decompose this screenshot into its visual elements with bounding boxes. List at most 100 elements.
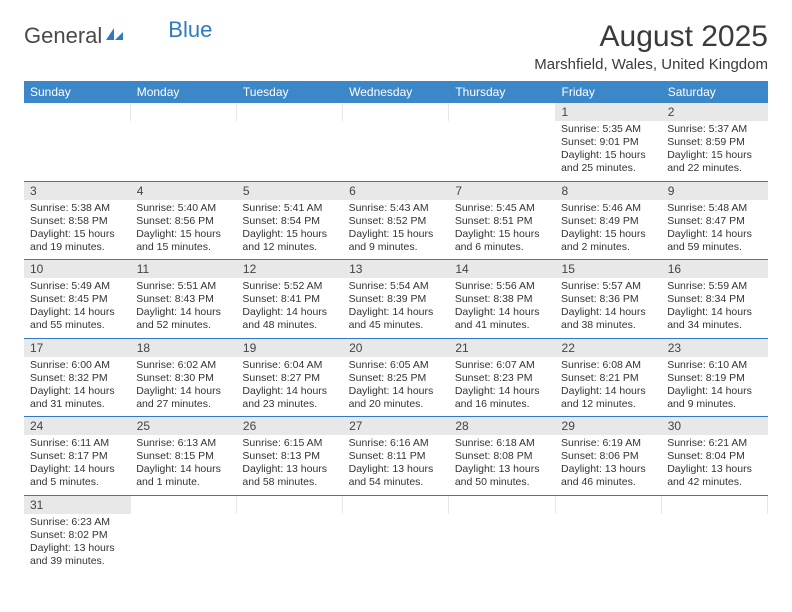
day-data-cell: Sunrise: 5:41 AMSunset: 8:54 PMDaylight:… — [236, 200, 342, 260]
day-day1: Daylight: 15 hours — [30, 228, 124, 241]
day-day2: and 59 minutes. — [667, 241, 761, 254]
sail-icon — [104, 24, 126, 46]
day-day2: and 12 minutes. — [561, 398, 655, 411]
day-day2: and 9 minutes. — [349, 241, 443, 254]
day-day2: and 42 minutes. — [667, 476, 761, 489]
day-sunset: Sunset: 8:06 PM — [561, 450, 655, 463]
day-day1: Daylight: 14 hours — [349, 385, 443, 398]
day-sunset: Sunset: 8:13 PM — [242, 450, 336, 463]
day-number-cell — [449, 495, 555, 514]
day-data-cell — [24, 121, 130, 181]
day-data-cell — [449, 121, 555, 181]
weekday-header: Wednesday — [343, 81, 449, 103]
day-number-row: 24252627282930 — [24, 417, 768, 436]
location: Marshfield, Wales, United Kingdom — [534, 56, 768, 73]
day-data-cell: Sunrise: 5:57 AMSunset: 8:36 PMDaylight:… — [555, 278, 661, 338]
day-day1: Daylight: 14 hours — [30, 463, 124, 476]
day-day1: Daylight: 14 hours — [667, 228, 761, 241]
day-sunset: Sunset: 8:52 PM — [349, 215, 443, 228]
day-number-cell: 8 — [555, 181, 661, 200]
day-sunrise: Sunrise: 5:35 AM — [561, 123, 655, 136]
day-sunrise: Sunrise: 5:49 AM — [30, 280, 124, 293]
day-sunrise: Sunrise: 6:16 AM — [349, 437, 443, 450]
day-data-cell: Sunrise: 6:16 AMSunset: 8:11 PMDaylight:… — [343, 435, 449, 495]
day-day1: Daylight: 14 hours — [136, 463, 230, 476]
day-sunset: Sunset: 8:08 PM — [455, 450, 549, 463]
day-day1: Daylight: 14 hours — [242, 306, 336, 319]
day-sunrise: Sunrise: 6:19 AM — [561, 437, 655, 450]
day-data-cell: Sunrise: 6:18 AMSunset: 8:08 PMDaylight:… — [449, 435, 555, 495]
logo-text-2: Blue — [168, 19, 212, 41]
day-sunset: Sunset: 9:01 PM — [561, 136, 655, 149]
day-sunset: Sunset: 8:17 PM — [30, 450, 124, 463]
day-sunrise: Sunrise: 6:08 AM — [561, 359, 655, 372]
day-sunrise: Sunrise: 5:57 AM — [561, 280, 655, 293]
day-data-cell — [661, 514, 767, 574]
day-number-cell — [130, 103, 236, 121]
day-sunset: Sunset: 8:45 PM — [30, 293, 124, 306]
day-sunset: Sunset: 8:59 PM — [667, 136, 761, 149]
day-data-cell: Sunrise: 6:15 AMSunset: 8:13 PMDaylight:… — [236, 435, 342, 495]
day-data-cell: Sunrise: 6:05 AMSunset: 8:25 PMDaylight:… — [343, 357, 449, 417]
day-sunset: Sunset: 8:15 PM — [136, 450, 230, 463]
day-number-cell: 30 — [661, 417, 767, 436]
day-number-cell: 2 — [661, 103, 767, 121]
day-sunrise: Sunrise: 6:07 AM — [455, 359, 549, 372]
day-day2: and 52 minutes. — [136, 319, 230, 332]
day-number-cell: 18 — [130, 338, 236, 357]
day-day2: and 50 minutes. — [455, 476, 549, 489]
day-number-cell: 13 — [343, 260, 449, 279]
day-sunrise: Sunrise: 6:13 AM — [136, 437, 230, 450]
day-day1: Daylight: 15 hours — [136, 228, 230, 241]
day-sunset: Sunset: 8:19 PM — [667, 372, 761, 385]
day-sunset: Sunset: 8:51 PM — [455, 215, 549, 228]
day-data-cell — [555, 514, 661, 574]
day-data-row: Sunrise: 5:49 AMSunset: 8:45 PM Daylight:… — [24, 278, 768, 338]
weekday-header: Saturday — [661, 81, 767, 103]
day-number-cell — [555, 495, 661, 514]
day-data-cell: Sunrise: 6:10 AMSunset: 8:19 PMDaylight:… — [661, 357, 767, 417]
day-data-cell: Sunrise: 5:46 AMSunset: 8:49 PMDaylight:… — [555, 200, 661, 260]
day-sunrise: Sunrise: 5:38 AM — [30, 202, 124, 215]
day-number-cell: 10 — [24, 260, 130, 279]
title-block: August 2025 Marshfield, Wales, United Ki… — [534, 20, 768, 73]
day-number-cell: 26 — [236, 417, 342, 436]
day-number-cell: 28 — [449, 417, 555, 436]
day-data-row: Sunrise: 6:23 AMSunset: 8:02 PMDaylight:… — [24, 514, 768, 574]
day-sunrise: Sunrise: 5:41 AM — [242, 202, 336, 215]
day-day2: and 1 minute. — [136, 476, 230, 489]
day-data-cell — [130, 121, 236, 181]
day-day2: and 5 minutes. — [30, 476, 124, 489]
day-day1: Daylight: 14 hours — [667, 385, 761, 398]
day-sunrise: Sunrise: 6:00 AM — [30, 359, 124, 372]
day-day2: and 22 minutes. — [667, 162, 761, 175]
day-sunrise: Sunrise: 5:43 AM — [349, 202, 443, 215]
day-data-cell: Sunrise: 6:04 AMSunset: 8:27 PMDaylight:… — [236, 357, 342, 417]
day-day2: and 55 minutes. — [30, 319, 124, 332]
day-data-cell: Sunrise: 5:40 AMSunset: 8:56 PMDaylight:… — [130, 200, 236, 260]
day-day2: and 20 minutes. — [349, 398, 443, 411]
day-data-cell: Sunrise: 6:02 AMSunset: 8:30 PMDaylight:… — [130, 357, 236, 417]
day-number-cell — [130, 495, 236, 514]
day-data-cell: Sunrise: 5:54 AMSunset: 8:39 PMDaylight:… — [343, 278, 449, 338]
day-sunrise: Sunrise: 6:10 AM — [667, 359, 761, 372]
day-day2: and 41 minutes. — [455, 319, 549, 332]
day-day2: and 48 minutes. — [242, 319, 336, 332]
day-sunset: Sunset: 8:39 PM — [349, 293, 443, 306]
day-sunrise: Sunrise: 6:21 AM — [667, 437, 761, 450]
day-data-cell: Sunrise: 6:00 AMSunset: 8:32 PMDaylight:… — [24, 357, 130, 417]
page-header: General Blue August 2025 Marshfield, Wal… — [24, 20, 768, 73]
day-data-cell: Sunrise: 6:21 AMSunset: 8:04 PMDaylight:… — [661, 435, 767, 495]
day-sunrise: Sunrise: 5:48 AM — [667, 202, 761, 215]
day-data-cell: Sunrise: 6:19 AMSunset: 8:06 PMDaylight:… — [555, 435, 661, 495]
day-day2: and 12 minutes. — [242, 241, 336, 254]
day-day1: Daylight: 14 hours — [667, 306, 761, 319]
day-day2: and 19 minutes. — [30, 241, 124, 254]
day-number-cell: 23 — [661, 338, 767, 357]
day-data-cell: Sunrise: 5:59 AMSunset: 8:34 PMDaylight:… — [661, 278, 767, 338]
day-sunset: Sunset: 8:38 PM — [455, 293, 549, 306]
day-day1: Daylight: 14 hours — [242, 385, 336, 398]
day-sunrise: Sunrise: 5:37 AM — [667, 123, 761, 136]
logo-text-1: General — [24, 25, 102, 47]
day-data-cell — [130, 514, 236, 574]
